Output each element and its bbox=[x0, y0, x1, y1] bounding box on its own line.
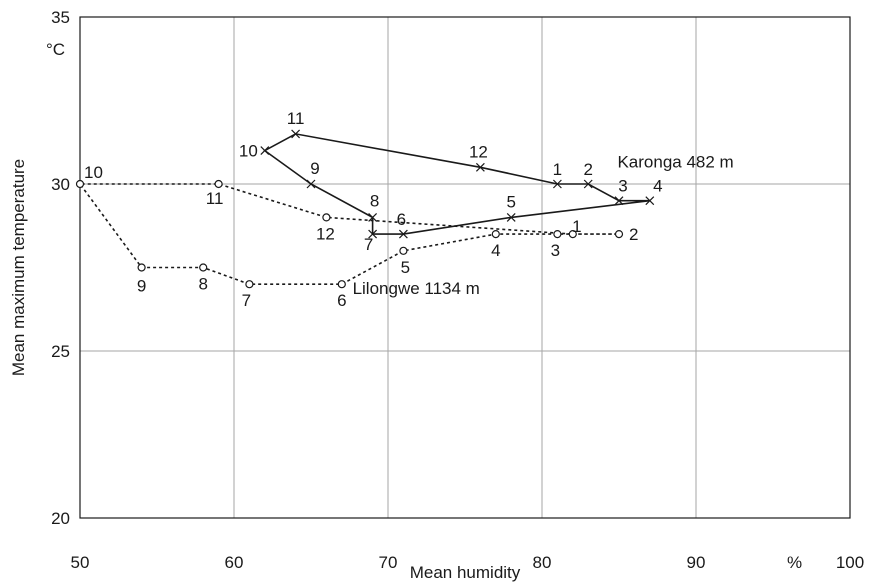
x-tick-label: 70 bbox=[379, 553, 398, 572]
point-label: 1 bbox=[553, 160, 562, 179]
series-line bbox=[78, 183, 619, 286]
point-label: 9 bbox=[137, 277, 146, 296]
point-label: 6 bbox=[397, 210, 406, 229]
point-label: 11 bbox=[287, 109, 305, 128]
point-label: 11 bbox=[206, 189, 224, 208]
data-point bbox=[645, 196, 655, 206]
data-point bbox=[399, 246, 408, 255]
point-label: 10 bbox=[239, 142, 258, 161]
point-label: 3 bbox=[551, 241, 560, 260]
point-label: 10 bbox=[84, 163, 103, 182]
point-label: 4 bbox=[653, 177, 662, 196]
point-label: 3 bbox=[618, 177, 627, 196]
point-label: 7 bbox=[242, 291, 251, 310]
data-point bbox=[291, 129, 301, 139]
data-point bbox=[506, 212, 516, 222]
plot-frame bbox=[79, 16, 851, 519]
y-unit-label: °C bbox=[46, 40, 65, 59]
x-tick-label: 90 bbox=[687, 553, 706, 572]
point-label: 8 bbox=[370, 191, 379, 210]
data-point bbox=[553, 230, 562, 239]
x-tick-label: 80 bbox=[533, 553, 552, 572]
data-point bbox=[491, 230, 500, 239]
point-label: 2 bbox=[629, 225, 638, 244]
point-label: 9 bbox=[310, 159, 319, 178]
point-label: 5 bbox=[401, 258, 410, 277]
data-point bbox=[583, 179, 593, 189]
data-point bbox=[568, 230, 577, 239]
data-point bbox=[75, 179, 85, 189]
series-name-label: Karonga 482 m bbox=[617, 152, 733, 171]
data-point bbox=[614, 196, 624, 206]
point-label: 4 bbox=[491, 241, 500, 260]
series-name-label: Lilongwe 1134 m bbox=[353, 279, 480, 298]
x-tick-label: 60 bbox=[225, 553, 244, 572]
data-point bbox=[337, 280, 346, 289]
point-label: 7 bbox=[364, 235, 373, 254]
data-point bbox=[214, 179, 223, 189]
point-label: 6 bbox=[337, 291, 346, 310]
data-point bbox=[322, 213, 331, 222]
x-tick-label: 50 bbox=[71, 553, 90, 572]
data-point bbox=[306, 179, 316, 189]
data-point bbox=[475, 162, 485, 172]
x-unit-label: % bbox=[787, 553, 802, 572]
point-label: 2 bbox=[583, 160, 592, 179]
point-label: 1 bbox=[572, 217, 581, 236]
point-label: 8 bbox=[198, 275, 207, 294]
point-label: 12 bbox=[316, 224, 335, 243]
x-axis-title: Mean humidity bbox=[410, 563, 521, 582]
y-tick-label: 25 bbox=[51, 342, 70, 361]
data-point bbox=[398, 229, 408, 239]
x-tick-label: 100 bbox=[836, 553, 864, 572]
data-point bbox=[260, 146, 270, 156]
point-label: 5 bbox=[506, 192, 515, 211]
data-point bbox=[368, 229, 378, 239]
data-point bbox=[552, 179, 562, 189]
y-tick-label: 35 bbox=[51, 8, 70, 27]
data-point bbox=[368, 212, 378, 222]
data-point bbox=[137, 263, 146, 272]
point-label: 12 bbox=[469, 142, 488, 161]
y-tick-label: 30 bbox=[51, 175, 70, 194]
data-point bbox=[245, 280, 254, 289]
y-tick-label: 20 bbox=[51, 509, 70, 528]
data-point bbox=[614, 230, 624, 239]
y-axis-title: Mean maximum temperature bbox=[9, 159, 28, 376]
data-point bbox=[199, 263, 208, 272]
